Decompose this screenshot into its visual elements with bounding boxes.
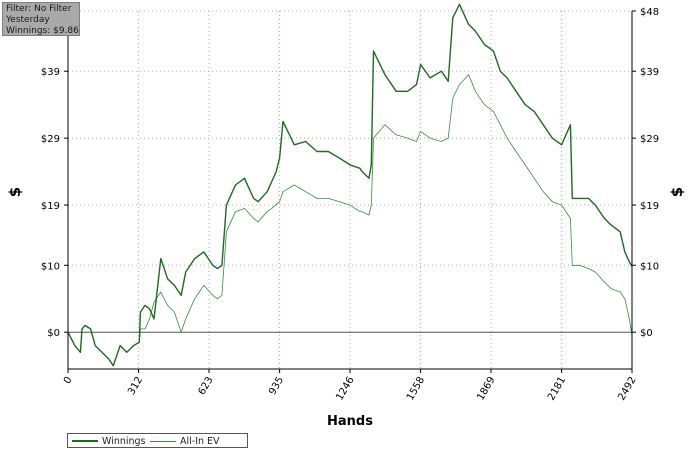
- x-tick-label: 2492: [616, 375, 638, 403]
- legend-label-allin-ev: All-In EV: [180, 435, 220, 447]
- y-tick-label-left: $19: [41, 201, 60, 212]
- y-tick-label-right: $0: [640, 328, 653, 339]
- axes: [64, 10, 636, 373]
- series-line-allin-ev: [67, 74, 633, 367]
- legend-item-winnings: Winnings: [72, 435, 146, 447]
- y-tick-label-right: $39: [640, 67, 659, 78]
- y-tick-label-left: $29: [41, 134, 60, 145]
- x-tick-label: 0: [62, 375, 75, 386]
- filter-info-box: Filter: No Filter Yesterday Winnings: $9…: [2, 2, 80, 36]
- y-tick-label-left: $0: [47, 328, 60, 339]
- y-tick-label-right: $19: [640, 201, 659, 212]
- x-tick-label: 2181: [546, 375, 568, 403]
- x-tick-label: 312: [126, 375, 145, 397]
- series-layer: [67, 3, 633, 367]
- legend: Winnings All-In EV: [67, 433, 248, 448]
- winnings-summary: Winnings: $9.86: [6, 26, 79, 36]
- legend-item-allin-ev: All-In EV: [150, 435, 220, 447]
- period-label: Yesterday: [6, 15, 50, 25]
- y-tick-label-right: $29: [640, 134, 659, 145]
- x-axis-label: Hands: [327, 414, 373, 429]
- x-tick-label: 623: [197, 375, 216, 397]
- y-axis-label-right: $: [668, 187, 686, 197]
- y-tick-label-left: $39: [41, 67, 60, 78]
- x-tick-label: 1869: [475, 375, 497, 403]
- x-tick-label: 1246: [334, 375, 356, 403]
- legend-swatch-winnings: [72, 440, 98, 442]
- x-tick-label: 935: [267, 375, 286, 397]
- filter-label: Filter: No Filter: [6, 4, 72, 14]
- y-tick-label-right: $10: [640, 261, 659, 272]
- series-line-winnings: [67, 3, 633, 367]
- legend-swatch-allin-ev: [150, 440, 176, 442]
- y-axis-label-left: $: [6, 187, 24, 197]
- y-tick-label-right: $48: [640, 7, 659, 18]
- x-tick-label: 1558: [405, 375, 427, 403]
- y-tick-label-left: $10: [41, 261, 60, 272]
- legend-label-winnings: Winnings: [102, 435, 146, 447]
